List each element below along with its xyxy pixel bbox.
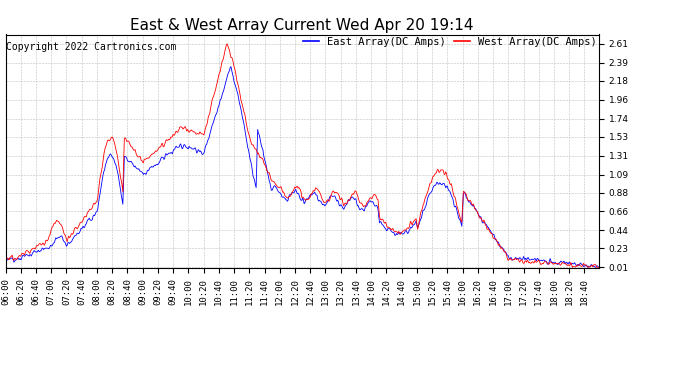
East Array(DC Amps): [159, 155, 168, 160]
Text: Copyright 2022 Cartronics.com: Copyright 2022 Cartronics.com: [6, 42, 177, 51]
West Array(DC Amps): [253, 149, 261, 154]
West Array(DC Amps): [553, 261, 562, 266]
Title: East & West Array Current Wed Apr 20 19:14: East & West Array Current Wed Apr 20 19:…: [130, 18, 474, 33]
Line: East Array(DC Amps): East Array(DC Amps): [6, 67, 599, 267]
Legend: East Array(DC Amps), West Array(DC Amps): East Array(DC Amps), West Array(DC Amps): [303, 37, 597, 46]
East Array(DC Amps): [546, 259, 555, 263]
West Array(DC Amps): [595, 265, 603, 270]
East Array(DC Amps): [146, 166, 154, 171]
East Array(DC Amps): [227, 64, 235, 69]
West Array(DC Amps): [159, 144, 168, 149]
East Array(DC Amps): [559, 260, 567, 265]
West Array(DC Amps): [146, 155, 154, 160]
East Array(DC Amps): [253, 155, 261, 160]
West Array(DC Amps): [559, 261, 567, 266]
West Array(DC Amps): [568, 265, 576, 270]
West Array(DC Amps): [1, 261, 10, 266]
West Array(DC Amps): [546, 260, 555, 264]
West Array(DC Amps): [223, 42, 231, 46]
East Array(DC Amps): [595, 265, 603, 269]
East Array(DC Amps): [1, 263, 10, 268]
East Array(DC Amps): [553, 262, 562, 267]
Line: West Array(DC Amps): West Array(DC Amps): [6, 44, 599, 267]
East Array(DC Amps): [583, 265, 591, 270]
